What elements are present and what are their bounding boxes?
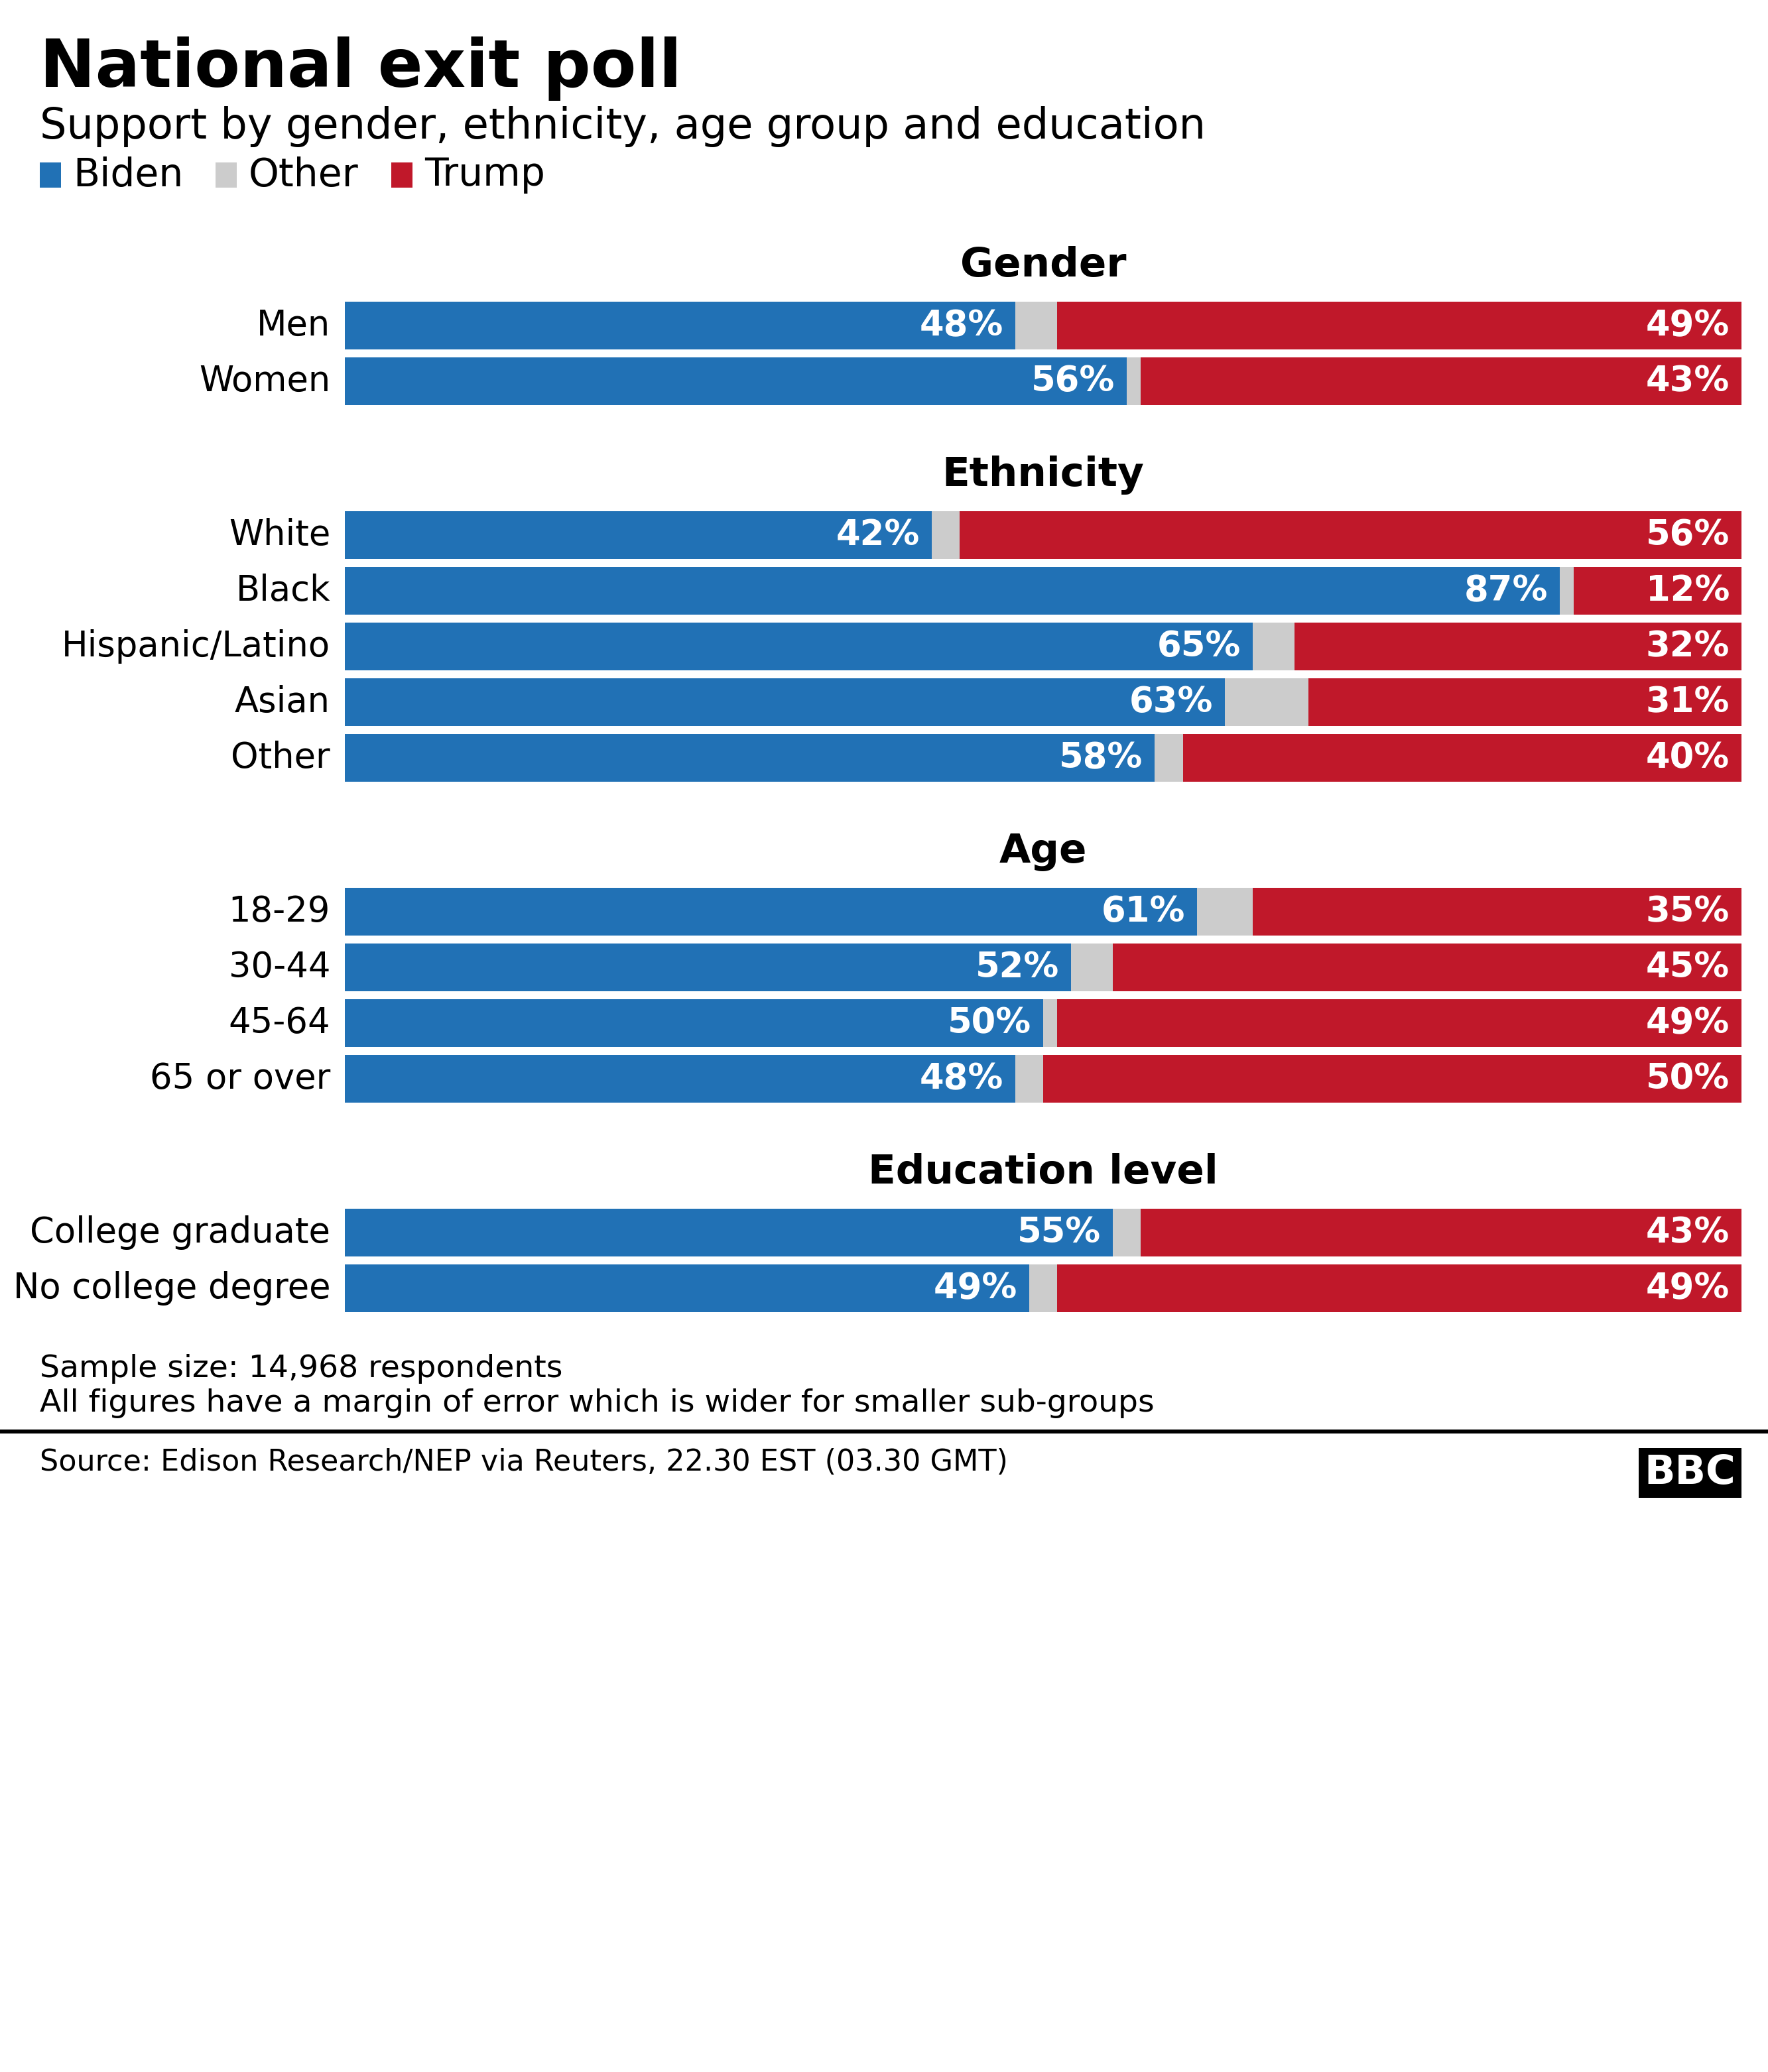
Bar — [216, 162, 237, 189]
Text: 49%: 49% — [1646, 309, 1729, 342]
Text: 49%: 49% — [934, 1270, 1017, 1305]
Text: 31%: 31% — [1646, 686, 1729, 719]
Bar — [345, 1264, 1029, 1312]
Text: 87%: 87% — [1464, 574, 1549, 607]
Text: Trump: Trump — [424, 155, 545, 195]
Bar — [1140, 356, 1741, 406]
Bar — [1254, 622, 1294, 671]
Text: 48%: 48% — [919, 1061, 1002, 1096]
Text: 45%: 45% — [1646, 951, 1729, 984]
Bar — [0, 1430, 1768, 1434]
Bar — [391, 162, 412, 189]
Text: 65 or over: 65 or over — [150, 1061, 331, 1096]
Bar — [1225, 678, 1308, 725]
Bar — [1183, 733, 1741, 781]
Text: 65%: 65% — [1156, 630, 1241, 663]
Text: Men: Men — [256, 309, 331, 342]
Bar — [345, 568, 1559, 615]
Bar — [1308, 678, 1741, 725]
Text: White: White — [228, 518, 331, 553]
Text: 49%: 49% — [1646, 1270, 1729, 1305]
Bar — [1071, 943, 1114, 990]
Text: 56%: 56% — [1031, 365, 1116, 398]
Text: 40%: 40% — [1646, 740, 1729, 775]
Bar — [1294, 622, 1741, 671]
Text: Hispanic/Latino: Hispanic/Latino — [62, 630, 331, 663]
Text: 42%: 42% — [836, 518, 919, 553]
Bar — [345, 733, 1155, 781]
Bar — [1043, 999, 1057, 1046]
Bar — [345, 303, 1015, 350]
Text: College graduate: College graduate — [30, 1216, 331, 1249]
Text: 45-64: 45-64 — [228, 1005, 331, 1040]
Bar — [1639, 1448, 1741, 1498]
Bar — [345, 356, 1126, 406]
Bar — [1015, 1055, 1043, 1102]
Bar — [1029, 1264, 1057, 1312]
Text: 30-44: 30-44 — [228, 951, 331, 984]
Bar — [345, 1055, 1015, 1102]
Bar — [1574, 568, 1741, 615]
Bar — [345, 622, 1254, 671]
Bar — [1114, 1208, 1140, 1256]
Bar — [1043, 1055, 1741, 1102]
Text: Support by gender, ethnicity, age group and education: Support by gender, ethnicity, age group … — [41, 106, 1206, 147]
Text: No college degree: No college degree — [12, 1270, 331, 1305]
Text: 52%: 52% — [976, 951, 1059, 984]
Text: National exit poll: National exit poll — [41, 37, 682, 102]
Bar — [1197, 887, 1254, 937]
Text: 48%: 48% — [919, 309, 1002, 342]
Text: Gender: Gender — [960, 247, 1126, 286]
Text: Other: Other — [249, 155, 359, 195]
Text: Black: Black — [235, 574, 331, 607]
Bar — [1559, 568, 1574, 615]
Bar — [1057, 1264, 1741, 1312]
Bar — [960, 512, 1741, 559]
Bar — [1140, 1208, 1741, 1256]
Bar — [345, 943, 1071, 990]
Text: 43%: 43% — [1646, 1216, 1729, 1249]
Bar — [1254, 887, 1741, 937]
Text: All figures have a margin of error which is wider for smaller sub-groups: All figures have a margin of error which… — [41, 1388, 1155, 1417]
Text: Ethnicity: Ethnicity — [942, 456, 1144, 495]
Text: Women: Women — [198, 365, 331, 398]
Text: Age: Age — [999, 833, 1087, 870]
Text: 50%: 50% — [948, 1005, 1031, 1040]
Text: 18-29: 18-29 — [228, 895, 331, 928]
Bar — [1057, 999, 1741, 1046]
Text: 56%: 56% — [1646, 518, 1729, 553]
Text: 43%: 43% — [1646, 365, 1729, 398]
Bar — [345, 512, 932, 559]
Bar — [345, 1208, 1114, 1256]
Bar — [345, 999, 1043, 1046]
Bar — [41, 162, 62, 189]
Bar — [932, 512, 960, 559]
Bar — [345, 887, 1197, 937]
Text: 12%: 12% — [1646, 574, 1729, 607]
Text: 50%: 50% — [1646, 1061, 1729, 1096]
Bar — [1126, 356, 1140, 406]
Text: 35%: 35% — [1646, 895, 1729, 928]
Text: 49%: 49% — [1646, 1005, 1729, 1040]
Text: 58%: 58% — [1059, 740, 1142, 775]
Text: 63%: 63% — [1130, 686, 1213, 719]
Bar — [1155, 733, 1183, 781]
Text: Asian: Asian — [235, 686, 331, 719]
Bar — [1015, 303, 1057, 350]
Text: Other: Other — [232, 740, 331, 775]
Bar — [1114, 943, 1741, 990]
Text: 55%: 55% — [1017, 1216, 1101, 1249]
Text: Source: Edison Research/NEP via Reuters, 22.30 EST (03.30 GMT): Source: Edison Research/NEP via Reuters,… — [41, 1448, 1008, 1477]
Bar — [345, 678, 1225, 725]
Text: BBC: BBC — [1644, 1452, 1736, 1492]
Text: Biden: Biden — [72, 155, 184, 195]
Text: Education level: Education level — [868, 1152, 1218, 1191]
Text: 32%: 32% — [1646, 630, 1729, 663]
Text: Sample size: 14,968 respondents: Sample size: 14,968 respondents — [41, 1353, 562, 1384]
Text: 61%: 61% — [1101, 895, 1185, 928]
Bar — [1057, 303, 1741, 350]
